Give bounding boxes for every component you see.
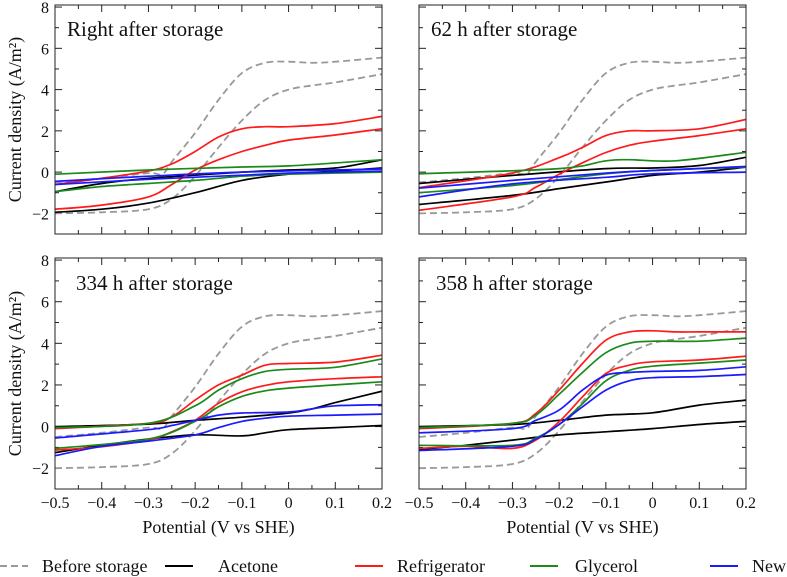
y-tick-label: 4 [41, 83, 49, 100]
series-before-storage-branch-1 [419, 310, 746, 438]
series-refrigerator-branch-1 [419, 118, 746, 189]
x-tick-label: 0 [649, 495, 657, 512]
x-tick-label: −0.3 [498, 495, 527, 512]
y-tick-label: 4 [41, 336, 49, 353]
series-new-branch-2 [55, 413, 382, 457]
legend-label: Glycerol [575, 556, 638, 576]
series-glycerol-branch-1 [419, 151, 746, 175]
x-tick-label: −0.3 [134, 495, 163, 512]
y-tick-label: 6 [41, 41, 49, 58]
series-acetone-branch-2 [55, 167, 382, 214]
panel-title: 358 h after storage [436, 271, 593, 295]
series-before-storage-branch-2 [419, 73, 746, 215]
legend-item-acetone: Acetone [165, 556, 278, 576]
y-tick-label: 8 [41, 0, 49, 17]
panel-4: −0.5 −0.4 −0.3 −0.2 −0.1 0 0.1 0.2 Potential (V … [404, 257, 756, 538]
series-refrigerator-branch-1 [55, 354, 382, 430]
series-refrigerator-branch-2 [419, 355, 746, 450]
series-refrigerator-branch-2 [55, 375, 382, 451]
series-before-storage-branch-2 [55, 326, 382, 470]
series-acetone-branch-2 [55, 424, 382, 454]
plot-area [419, 56, 746, 215]
x-axis-label: Potential (V vs SHE) [142, 517, 294, 538]
panel-3: 8 6 4 2 0 −2 Current density (A/m²) −0.5 −0.4 −0.… [5, 253, 392, 538]
series-new-branch-1 [419, 365, 746, 434]
x-tick-label: −0.2 [181, 495, 210, 512]
y-tick-label: 8 [41, 253, 49, 270]
series-new-branch-2 [419, 171, 746, 198]
series-before-storage-branch-2 [419, 326, 746, 470]
panel-2: 62 h after storage [418, 4, 747, 235]
y-tick-label: −2 [32, 206, 49, 223]
x-tick-label: −0.1 [591, 495, 620, 512]
y-axis-label: Current density (A/m²) [5, 37, 26, 202]
panel-title: 62 h after storage [431, 17, 577, 41]
x-tick-label: 0 [285, 495, 293, 512]
legend-label: Acetone [218, 556, 278, 576]
series-new-branch-2 [419, 373, 746, 452]
series-refrigerator-branch-2 [55, 127, 382, 211]
series-glycerol-branch-2 [55, 171, 382, 193]
series-glycerol-branch-1 [419, 337, 746, 429]
series-acetone-branch-1 [55, 390, 382, 428]
series-glycerol-branch-1 [55, 358, 382, 429]
series-acetone-branch-2 [419, 420, 746, 451]
x-tick-label: −0.1 [227, 495, 256, 512]
x-tick-label: −0.5 [40, 495, 69, 512]
legend-label: Refrigerator [397, 556, 485, 576]
legend-item-before-storage: Before storage [0, 556, 147, 576]
y-axis-label: Current density (A/m²) [5, 291, 26, 456]
y-tick-label: 2 [41, 378, 49, 395]
series-before-storage-branch-2 [55, 73, 382, 215]
legend-item-new: New [710, 556, 786, 576]
x-tick-label: −0.2 [545, 495, 574, 512]
series-refrigerator-branch-2 [419, 127, 746, 212]
panel-1: 8 6 4 2 0 −2 Current density (A/m²) Right after… [5, 0, 383, 235]
series-new-branch-1 [55, 403, 382, 439]
series-refrigerator-branch-1 [419, 329, 746, 430]
plot-frame [54, 4, 383, 235]
x-tick-label: 0.1 [689, 495, 709, 512]
series-refrigerator-branch-1 [55, 115, 382, 186]
legend-label: Before storage [42, 556, 147, 576]
panel-title: 334 h after storage [76, 271, 233, 295]
y-tick-label: 0 [41, 165, 49, 182]
series-new-branch-2 [55, 170, 382, 186]
series-glycerol-branch-2 [55, 380, 382, 450]
series-new-branch-1 [419, 165, 746, 190]
series-before-storage-branch-1 [55, 310, 382, 438]
panel-title: Right after storage [67, 17, 223, 41]
legend: Before storage Acetone Refrigerator Glycero… [0, 556, 786, 576]
y-tick-label: −2 [32, 461, 49, 478]
legend-label: New [752, 556, 786, 576]
plot-area [55, 56, 382, 215]
plot-frame [54, 257, 383, 490]
plot-area [419, 310, 746, 470]
plot-area [55, 310, 382, 470]
legend-item-glycerol: Glycerol [530, 556, 638, 576]
x-tick-label: −0.4 [87, 495, 116, 512]
x-tick-label: −0.4 [451, 495, 480, 512]
x-axis-label: Potential (V vs SHE) [506, 517, 658, 538]
series-glycerol-branch-1 [55, 158, 382, 176]
legend-item-refrigerator: Refrigerator [355, 556, 485, 576]
x-tick-label: 0.2 [736, 495, 756, 512]
plot-frame [418, 257, 747, 490]
y-tick-label: 2 [41, 124, 49, 141]
y-tick-label: 6 [41, 295, 49, 312]
x-tick-label: 0.2 [372, 495, 392, 512]
x-tick-label: 0.1 [325, 495, 345, 512]
series-new-branch-1 [55, 168, 382, 183]
x-tick-label: −0.5 [404, 495, 433, 512]
plot-frame [418, 4, 747, 235]
series-before-storage-branch-1 [55, 56, 382, 184]
y-tick-label: 0 [41, 420, 49, 437]
